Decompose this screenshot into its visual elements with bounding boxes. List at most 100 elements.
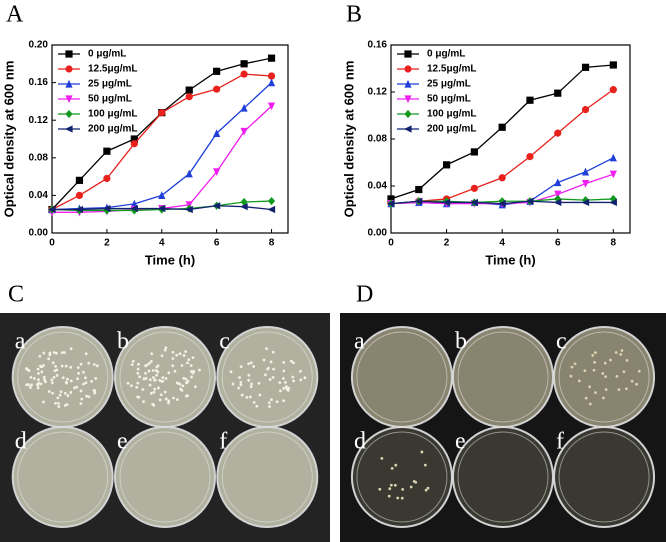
marker — [185, 205, 193, 214]
legend-label: 0 μg/mL — [88, 49, 126, 60]
marker — [157, 204, 166, 213]
colony — [601, 372, 605, 375]
colony — [144, 377, 148, 380]
colony — [57, 402, 60, 405]
marker — [609, 153, 617, 162]
x-tick-label: 0 — [49, 238, 55, 249]
plot-frame — [51, 44, 289, 234]
colony — [39, 364, 42, 368]
y-tick-label: 0.12 — [368, 87, 388, 98]
colony — [248, 395, 252, 399]
y-tick-label: 0.08 — [368, 134, 388, 145]
y-tick-label: 0.16 — [29, 77, 49, 88]
marker — [581, 63, 590, 71]
colony — [158, 379, 162, 382]
colony — [141, 388, 145, 391]
marker — [130, 140, 138, 148]
legend-label: 25 μg/mL — [88, 79, 132, 90]
petri-dish — [553, 426, 656, 528]
y-tick-label: 0.00 — [29, 228, 49, 239]
colony — [615, 375, 619, 378]
colony — [172, 396, 175, 400]
legend-marker — [65, 95, 73, 104]
x-tick-label: 4 — [159, 238, 165, 249]
colony — [47, 357, 51, 361]
colony — [60, 364, 64, 368]
colony — [135, 385, 139, 389]
marker — [213, 85, 221, 93]
marker — [581, 180, 590, 188]
colony — [237, 386, 241, 390]
colony — [52, 375, 56, 379]
colony — [271, 350, 275, 354]
marker — [213, 67, 221, 75]
colony — [164, 377, 168, 380]
colony — [151, 369, 155, 372]
colony — [258, 393, 262, 397]
colony — [239, 381, 243, 384]
marker — [158, 109, 166, 117]
marker — [213, 168, 221, 176]
y-tick-label: 0.20 — [29, 40, 49, 51]
marker — [240, 127, 248, 136]
colony — [29, 386, 32, 389]
legend-marker — [65, 109, 73, 119]
colony — [388, 487, 392, 491]
petri-dish — [553, 326, 656, 428]
colony — [255, 404, 259, 408]
colony — [594, 391, 597, 395]
colony — [156, 370, 160, 374]
colony — [167, 401, 170, 405]
series-line — [51, 73, 272, 211]
colony — [159, 393, 163, 397]
colony — [90, 379, 94, 383]
colony — [38, 354, 42, 358]
colony — [620, 349, 624, 352]
marker — [581, 167, 590, 176]
colony — [138, 375, 142, 379]
colony — [59, 390, 63, 394]
colony — [303, 376, 307, 380]
colony — [176, 398, 179, 401]
colony — [268, 405, 271, 408]
marker — [267, 205, 276, 214]
marker — [554, 178, 562, 187]
colony — [602, 396, 605, 400]
colony — [69, 391, 73, 394]
colony — [84, 352, 88, 356]
marker — [498, 200, 506, 208]
colony — [163, 348, 167, 352]
colony — [142, 400, 145, 404]
colony — [282, 377, 285, 380]
colony — [167, 399, 171, 403]
colony — [55, 351, 58, 355]
x-tick-label: 4 — [499, 238, 505, 249]
legend-marker — [404, 50, 412, 58]
colony — [75, 385, 79, 389]
marker — [442, 161, 451, 169]
y-axis-label: Optical density at 600 nm — [1, 61, 16, 218]
colony — [63, 392, 67, 395]
colony — [287, 386, 291, 390]
colony — [637, 369, 641, 373]
marker — [130, 199, 138, 208]
dish-label: d — [15, 429, 27, 455]
colony — [73, 386, 76, 390]
colony — [55, 368, 59, 372]
colony — [190, 375, 193, 379]
colony — [424, 488, 428, 492]
colony — [96, 364, 99, 368]
colony — [609, 358, 612, 362]
colony — [148, 383, 152, 387]
colony — [163, 390, 167, 394]
legend-label: 200 μg/mL — [427, 124, 476, 135]
colony — [137, 395, 141, 399]
marker — [267, 196, 276, 206]
legend-label: 100 μg/mL — [88, 109, 137, 120]
marker — [609, 86, 617, 94]
colony — [617, 388, 621, 392]
marker — [185, 169, 193, 178]
colony — [635, 382, 638, 386]
colony — [94, 377, 98, 380]
colony — [292, 379, 296, 383]
